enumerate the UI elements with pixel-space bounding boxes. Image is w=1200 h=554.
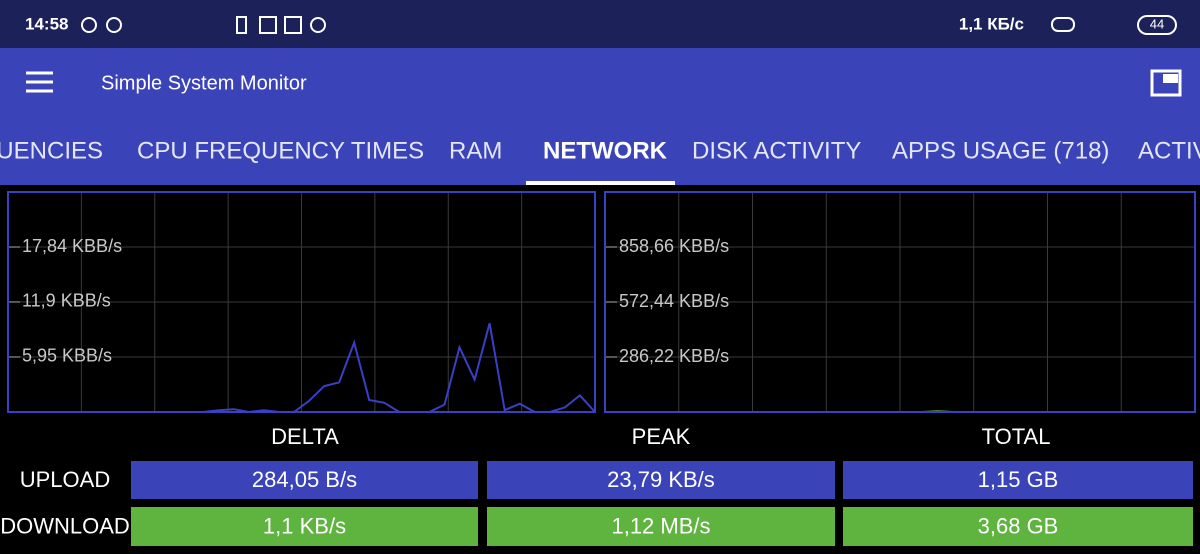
battery-level: 44 (1150, 16, 1164, 31)
row-label: UPLOAD (20, 467, 110, 492)
table-header: PEAK (632, 424, 691, 449)
table-header: TOTAL (982, 424, 1051, 449)
tab[interactable]: ACTIV (1138, 137, 1200, 164)
status-speed: 1,1 КБ/с (959, 14, 1024, 33)
tab[interactable]: NETWORK (543, 137, 668, 164)
table-cell (131, 507, 478, 546)
table-cell (843, 507, 1193, 546)
table-header: DELTA (271, 424, 339, 449)
y-tick-label: 286,22 KBB/s (619, 346, 729, 366)
cell-value: 1,12 MB/s (611, 513, 710, 538)
tab[interactable]: DISK ACTIVITY (692, 137, 861, 164)
chart-frame (7, 191, 596, 413)
y-tick-label: 858,66 KBB/s (619, 236, 729, 256)
cell-value: 3,68 GB (978, 513, 1059, 538)
cell-value: 284,05 B/s (252, 467, 357, 492)
status-icons (81, 15, 1177, 35)
y-tick-label: 572,44 KBB/s (619, 291, 729, 311)
app-title: Simple System Monitor (101, 72, 307, 94)
cell-value: 1,15 GB (978, 467, 1059, 492)
table-cell (487, 461, 835, 499)
tab[interactable]: APPS USAGE (718) (892, 137, 1109, 164)
cell-value: 1,1 KB/s (263, 513, 346, 538)
tab[interactable]: RAM (449, 137, 502, 164)
app-bar (0, 48, 1200, 185)
y-tick-label: 17,84 KBB/s (22, 236, 122, 256)
y-tick-label: 5,95 KBB/s (22, 346, 112, 366)
tab[interactable]: CPU FREQUENCY TIMES (137, 137, 424, 164)
chart-frame (604, 191, 1196, 413)
cell-value: 23,79 KB/s (607, 467, 715, 492)
table-cell (843, 461, 1193, 499)
y-tick-label: 11,9 KBB/s (22, 291, 111, 311)
tab-indicator (526, 181, 675, 185)
window-button[interactable] (1150, 69, 1182, 97)
table-cell (131, 461, 478, 499)
row-label: DOWNLOAD (0, 513, 130, 538)
status-bar (0, 0, 1200, 48)
status-time: 14:58 (25, 14, 68, 33)
table-cell (487, 507, 835, 546)
menu-button[interactable] (26, 71, 53, 93)
tab[interactable]: QUENCIES (0, 137, 103, 164)
